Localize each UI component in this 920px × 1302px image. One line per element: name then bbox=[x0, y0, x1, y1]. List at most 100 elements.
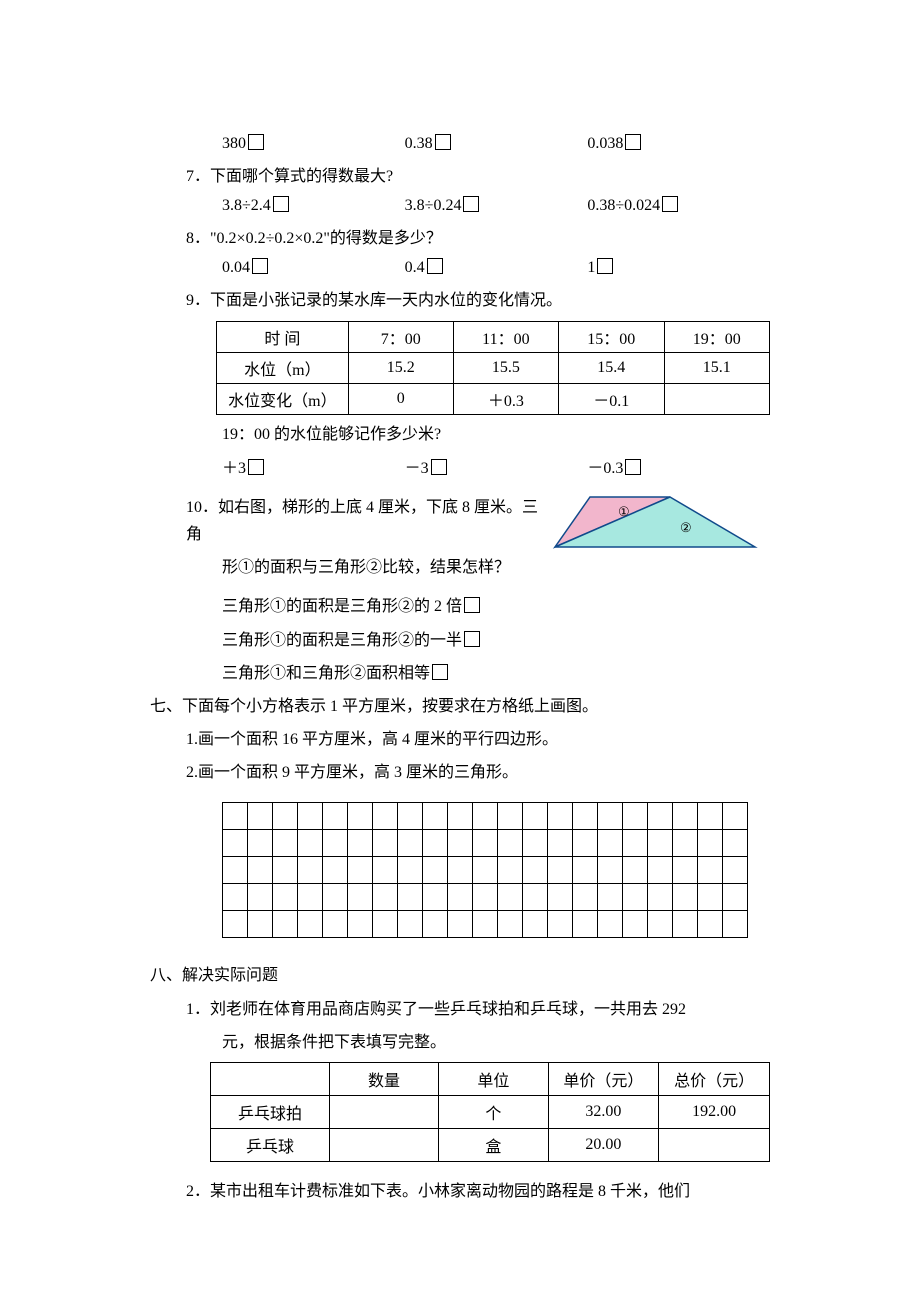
cell: ＋0.3 bbox=[453, 383, 558, 414]
q9-sub: 19：00 的水位能够记作多少米? bbox=[150, 421, 770, 448]
checkbox[interactable] bbox=[432, 664, 448, 680]
cell: 个 bbox=[439, 1096, 548, 1129]
q6-opt-a: 380 bbox=[222, 134, 405, 153]
grid-cell bbox=[598, 803, 623, 830]
grid-cell bbox=[348, 857, 373, 884]
grid-cell bbox=[723, 884, 748, 911]
checkbox[interactable] bbox=[625, 134, 641, 150]
q10-opt-c: 三角形①和三角形②面积相等 bbox=[150, 660, 770, 687]
s7-num: 七、 bbox=[150, 698, 182, 715]
q10-stem: 10．如右图，梯形的上底 4 厘米，下底 8 厘米。三角 bbox=[150, 494, 550, 548]
q9-opt-b: －3 bbox=[405, 454, 588, 478]
q8-options: 0.04 0.4 1 bbox=[150, 258, 770, 277]
q10-l2: 形①的面积与三角形②比较，结果怎样？ bbox=[150, 554, 550, 581]
table-row: 数量 单位 单价（元） 总价（元） bbox=[211, 1063, 770, 1096]
cell: 水位变化（m） bbox=[217, 383, 349, 414]
grid-cell bbox=[373, 884, 398, 911]
q9-num: 9． bbox=[186, 292, 210, 309]
cell: 15.2 bbox=[348, 352, 453, 383]
checkbox[interactable] bbox=[252, 258, 268, 274]
grid-cell bbox=[573, 830, 598, 857]
q7-opt-b-text: 3.8÷0.24 bbox=[405, 197, 462, 214]
grid-cell bbox=[423, 830, 448, 857]
q10-opt-b: 三角形①的面积是三角形②的一半 bbox=[150, 627, 770, 654]
grid-cell bbox=[573, 884, 598, 911]
checkbox[interactable] bbox=[435, 134, 451, 150]
grid-cell bbox=[673, 803, 698, 830]
cell: 19：00 bbox=[664, 321, 769, 352]
q6-options: 380 0.38 0.038 bbox=[150, 134, 770, 153]
grid-row bbox=[223, 884, 748, 911]
grid-cell bbox=[448, 857, 473, 884]
q8-opt-c: 1 bbox=[587, 258, 770, 277]
grid-cell bbox=[673, 830, 698, 857]
grid-cell bbox=[673, 857, 698, 884]
q9-opt-c: －0.3 bbox=[587, 454, 770, 478]
q10-opt-c-text: 三角形①和三角形②面积相等 bbox=[222, 665, 430, 682]
q7-opt-c: 0.38÷0.024 bbox=[587, 196, 770, 215]
grid-cell bbox=[248, 857, 273, 884]
checkbox[interactable] bbox=[248, 459, 264, 475]
grid-cell bbox=[348, 911, 373, 938]
checkbox[interactable] bbox=[625, 459, 641, 475]
grid-cell bbox=[223, 911, 248, 938]
cell: 15：00 bbox=[559, 321, 664, 352]
grid-cell bbox=[573, 803, 598, 830]
q6-opt-c: 0.038 bbox=[587, 134, 770, 153]
grid-cell bbox=[348, 803, 373, 830]
q10-figure: ① ② bbox=[550, 488, 770, 557]
grid-cell bbox=[648, 884, 673, 911]
grid-cell bbox=[473, 803, 498, 830]
grid-cell bbox=[423, 803, 448, 830]
cell bbox=[211, 1063, 330, 1096]
checkbox[interactable] bbox=[248, 134, 264, 150]
grid-cell bbox=[423, 857, 448, 884]
grid-cell bbox=[323, 857, 348, 884]
q8-opt-b: 0.4 bbox=[405, 258, 588, 277]
grid-cell bbox=[548, 803, 573, 830]
grid-cell bbox=[523, 884, 548, 911]
s8-q1-l2: 元，根据条件把下表填写完整。 bbox=[150, 1029, 770, 1056]
grid-cell bbox=[523, 803, 548, 830]
cell: 7：00 bbox=[348, 321, 453, 352]
table-row: 水位（m） 15.2 15.5 15.4 15.1 bbox=[217, 352, 770, 383]
checkbox[interactable] bbox=[464, 631, 480, 647]
table-row: 乒乓球 盒 20.00 bbox=[211, 1129, 770, 1162]
grid-cell bbox=[273, 911, 298, 938]
s7-text: 下面每个小方格表示 1 平方厘米，按要求在方格纸上画图。 bbox=[182, 698, 598, 715]
cell: 水位（m） bbox=[217, 352, 349, 383]
grid-row bbox=[223, 911, 748, 938]
q7-text: 下面哪个算式的得数最大? bbox=[210, 168, 393, 185]
grid-cell bbox=[698, 911, 723, 938]
cell: 0 bbox=[348, 383, 453, 414]
grid-cell bbox=[323, 884, 348, 911]
checkbox[interactable] bbox=[597, 258, 613, 274]
q10-opt-a-text: 三角形①的面积是三角形②的 2 倍 bbox=[222, 598, 462, 615]
grid-cell bbox=[223, 884, 248, 911]
grid-cell bbox=[648, 911, 673, 938]
grid-cell bbox=[323, 911, 348, 938]
grid-cell bbox=[473, 857, 498, 884]
grid-cell bbox=[623, 830, 648, 857]
grid-cell bbox=[598, 857, 623, 884]
s8-q1-num: 1． bbox=[186, 1001, 210, 1018]
checkbox[interactable] bbox=[427, 258, 443, 274]
grid-cell bbox=[573, 911, 598, 938]
cell: 单价（元） bbox=[548, 1063, 659, 1096]
checkbox[interactable] bbox=[662, 196, 678, 212]
grid-cell bbox=[648, 857, 673, 884]
label-2: ② bbox=[680, 520, 692, 535]
checkbox[interactable] bbox=[464, 597, 480, 613]
grid-cell bbox=[248, 884, 273, 911]
grid-cell bbox=[223, 857, 248, 884]
s8-num: 八、 bbox=[150, 967, 182, 984]
checkbox[interactable] bbox=[463, 196, 479, 212]
cell bbox=[659, 1129, 770, 1162]
checkbox[interactable] bbox=[273, 196, 289, 212]
cell: 乒乓球 bbox=[211, 1129, 330, 1162]
q8-opt-b-text: 0.4 bbox=[405, 259, 425, 276]
grid-cell bbox=[623, 857, 648, 884]
q10-opt-b-text: 三角形①的面积是三角形②的一半 bbox=[222, 632, 462, 649]
q7-num: 7． bbox=[186, 168, 210, 185]
checkbox[interactable] bbox=[431, 459, 447, 475]
